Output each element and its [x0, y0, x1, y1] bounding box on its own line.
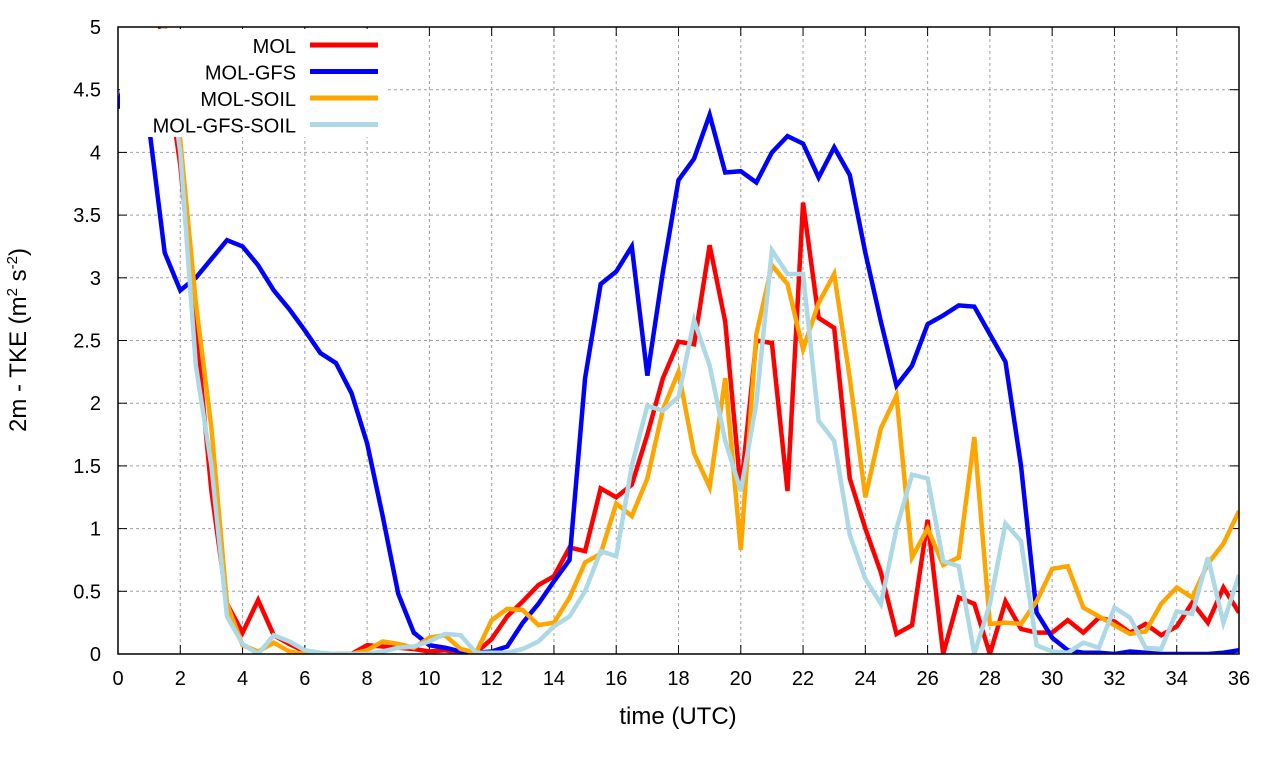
grid: [118, 27, 1239, 654]
y-tick-label: 4.5: [73, 80, 101, 102]
y-axis-label: 2m - TKE (m2 s-2): [4, 248, 32, 432]
x-tick-label: 0: [112, 668, 123, 690]
x-tick-label: 2: [175, 668, 186, 690]
series-line-mol-soil: [162, 27, 1239, 654]
legend-label: MOL-GFS: [205, 63, 296, 85]
x-tick-label: 16: [605, 668, 627, 690]
x-tick-label: 30: [1041, 668, 1063, 690]
y-tick-label: 2.5: [73, 331, 101, 353]
y-tick-label: 0.5: [73, 581, 101, 603]
x-tick-label: 26: [916, 668, 938, 690]
legend-label: MOL: [253, 36, 296, 58]
y-tick-label: 3.5: [73, 205, 101, 227]
series-lines: [118, 27, 1239, 654]
legend: MOL MOL-GFS MOL-SOIL MOL-GFS-SOIL: [120, 29, 388, 138]
x-tick-label: 4: [237, 668, 248, 690]
series-line-mol-gfs-soil: [160, 27, 1239, 654]
y-tick-label: 4: [90, 142, 101, 164]
x-tick-label: 10: [418, 668, 440, 690]
axis-ticks: 0 2 4 6 8 10 12 14 16 18 20 22 24 26 28 30 32 34 3600.511.…: [73, 17, 1250, 690]
x-tick-label: 34: [1166, 668, 1188, 690]
y-tick-label: 3: [90, 268, 101, 290]
x-tick-label: 6: [299, 668, 310, 690]
x-tick-label: 32: [1103, 668, 1125, 690]
y-tick-label: 2: [90, 393, 101, 415]
x-axis-label: time (UTC): [619, 703, 736, 730]
x-tick-label: 20: [730, 668, 752, 690]
x-tick-label: 8: [362, 668, 373, 690]
x-tick-label: 12: [481, 668, 503, 690]
y-tick-label: 5: [90, 17, 101, 39]
x-tick-label: 18: [667, 668, 689, 690]
plot-frame: [117, 26, 1240, 655]
series-line-mol-gfs: [118, 42, 1239, 654]
legend-label: MOL-SOIL: [200, 89, 296, 111]
x-tick-label: 28: [979, 668, 1001, 690]
y-tick-label: 0: [90, 644, 101, 666]
y-tick-label: 1: [90, 519, 101, 541]
x-tick-label: 36: [1228, 668, 1250, 690]
x-tick-label: 14: [543, 668, 565, 690]
legend-label: MOL-GFS-SOIL: [153, 116, 296, 138]
x-tick-label: 22: [792, 668, 814, 690]
y-tick-label: 1.5: [73, 456, 101, 478]
x-tick-label: 24: [854, 668, 876, 690]
